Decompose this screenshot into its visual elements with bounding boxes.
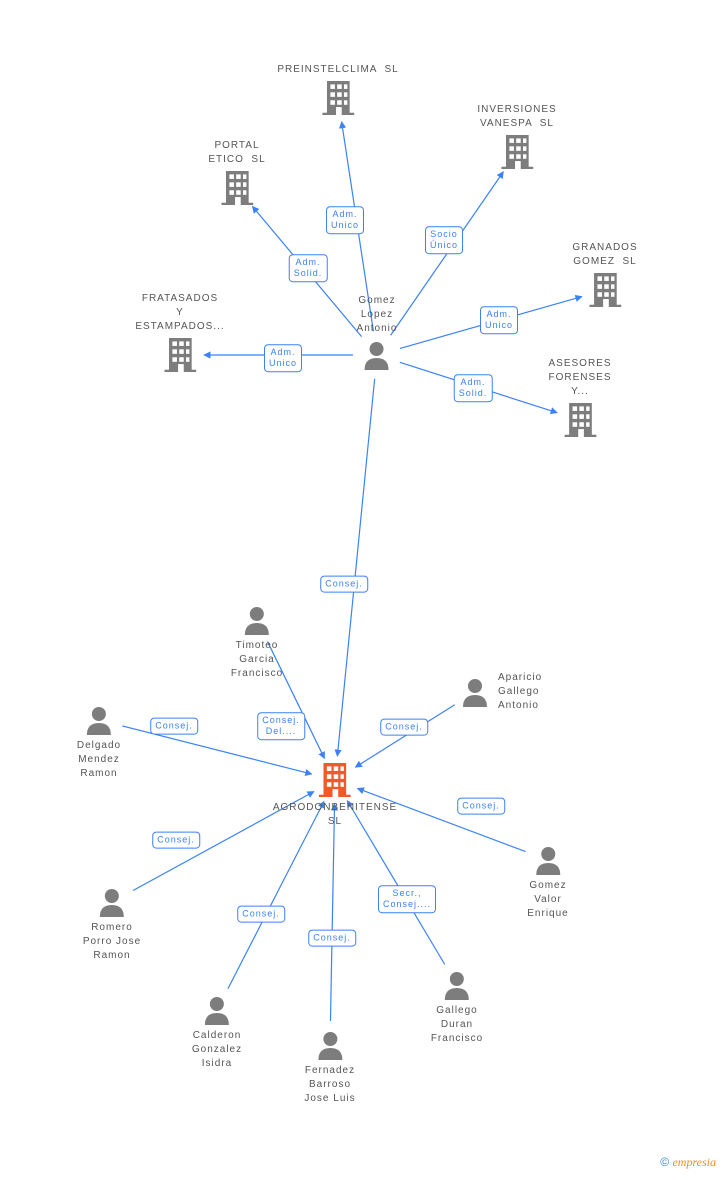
building-icon <box>563 403 597 437</box>
person-icon <box>315 1030 345 1060</box>
building-icon <box>500 135 534 169</box>
edge <box>330 804 334 1021</box>
node-agrodonbenitense[interactable]: AGRODONBENITENSE SL <box>273 763 397 829</box>
building-icon <box>318 763 352 797</box>
person-icon <box>202 995 232 1025</box>
edge-label: Adm. Unico <box>326 206 364 234</box>
node-label: Gallego Duran Francisco <box>431 1004 483 1046</box>
edge-label: Adm. Unico <box>480 306 518 334</box>
node-timoteo[interactable]: Timoteo Garcia Francisco <box>231 605 283 681</box>
building-icon <box>220 171 254 205</box>
node-gomez_lopez[interactable]: Gomez Lopez Antonio <box>357 294 398 370</box>
node-fratasados[interactable]: FRATASADOS Y ESTAMPADOS... <box>135 292 224 372</box>
node-label: AGRODONBENITENSE SL <box>273 801 397 829</box>
node-label: Delgado Mendez Ramon <box>77 739 121 781</box>
edge-label: Secr., Consej.... <box>378 885 436 913</box>
building-icon <box>321 81 355 115</box>
brand-name: empresia <box>672 1155 716 1169</box>
node-calderon[interactable]: Calderon Gonzalez Isidra <box>192 995 242 1071</box>
edge-label: Adm. Unico <box>264 344 302 372</box>
edge-label: Adm. Solid. <box>454 374 493 402</box>
edge-label: Adm. Solid. <box>289 254 328 282</box>
node-preinstelclima[interactable]: PREINSTELCLIMA SL <box>277 63 398 115</box>
node-fernadez[interactable]: Fernadez Barroso Jose Luis <box>304 1030 355 1106</box>
node-romero[interactable]: Romero Porro Jose Ramon <box>83 887 141 963</box>
edge-label: Consej. <box>320 576 368 593</box>
edge-label: Consej. <box>150 718 198 735</box>
edge-label: Consej. <box>237 906 285 923</box>
node-label: Gomez Valor Enrique <box>527 879 568 921</box>
node-label: GRANADOS GOMEZ SL <box>572 241 637 269</box>
node-inversiones[interactable]: INVERSIONES VANESPA SL <box>477 103 556 169</box>
person-icon <box>84 705 114 735</box>
person-icon <box>242 605 272 635</box>
node-label: Timoteo Garcia Francisco <box>231 639 283 681</box>
person-icon <box>97 887 127 917</box>
node-label: FRATASADOS Y ESTAMPADOS... <box>135 292 224 334</box>
edge <box>355 705 454 767</box>
node-gomez_valor[interactable]: Gomez Valor Enrique <box>527 845 568 921</box>
building-icon <box>163 338 197 372</box>
node-label: Fernadez Barroso Jose Luis <box>304 1064 355 1106</box>
person-icon <box>442 970 472 1000</box>
node-label: Romero Porro Jose Ramon <box>83 921 141 963</box>
node-delgado[interactable]: Delgado Mendez Ramon <box>77 705 121 781</box>
edge <box>337 379 374 756</box>
edge <box>228 801 324 988</box>
edge-label: Consej. <box>308 930 356 947</box>
node-label: PORTAL ETICO SL <box>208 139 265 167</box>
person-icon <box>362 340 392 370</box>
edge-label: Consej. <box>457 798 505 815</box>
node-label: INVERSIONES VANESPA SL <box>477 103 556 131</box>
node-gallego[interactable]: Gallego Duran Francisco <box>431 970 483 1046</box>
person-icon <box>533 845 563 875</box>
node-label: ASESORES FORENSES Y... <box>548 357 611 399</box>
node-granados[interactable]: GRANADOS GOMEZ SL <box>572 241 637 307</box>
edge-label: Consej. Del.... <box>257 712 305 740</box>
edge-label: Socio Único <box>425 226 463 254</box>
person-icon <box>460 677 490 707</box>
footer: © empresia <box>660 1155 716 1170</box>
node-aparicio[interactable]: Aparicio Gallego Antonio <box>460 671 542 713</box>
building-icon <box>588 273 622 307</box>
edge-label: Consej. <box>380 719 428 736</box>
node-portaletico[interactable]: PORTAL ETICO SL <box>208 139 265 205</box>
copyright-symbol: © <box>660 1155 669 1169</box>
node-label: PREINSTELCLIMA SL <box>277 63 398 77</box>
node-label: Gomez Lopez Antonio <box>357 294 398 336</box>
node-label: Calderon Gonzalez Isidra <box>192 1029 242 1071</box>
edge-label: Consej. <box>152 832 200 849</box>
node-asesores[interactable]: ASESORES FORENSES Y... <box>548 357 611 437</box>
node-label: Aparicio Gallego Antonio <box>498 671 542 713</box>
